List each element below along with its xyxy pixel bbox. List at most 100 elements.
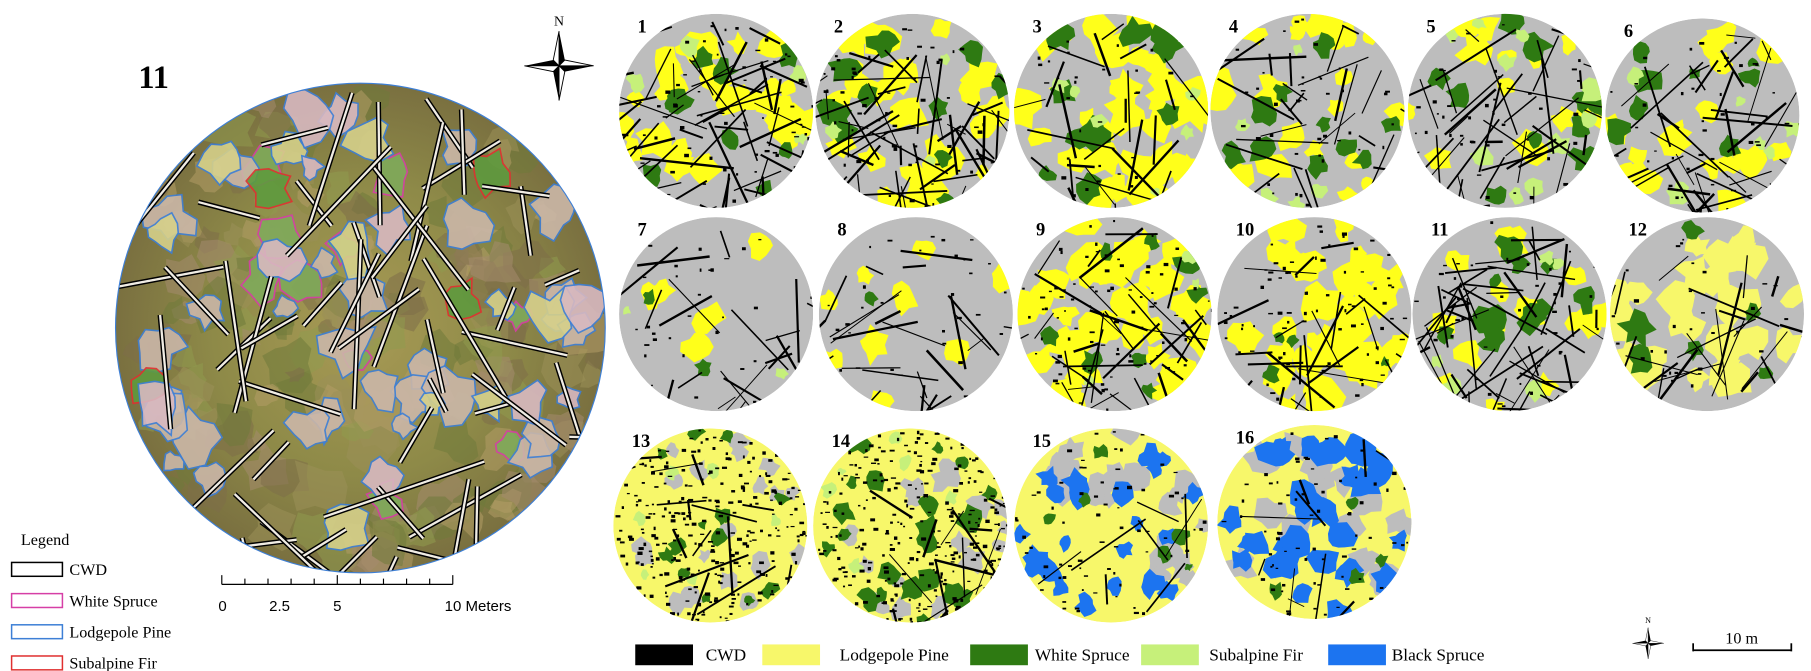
cwd-speck bbox=[1097, 180, 1101, 182]
cwd-speck bbox=[720, 568, 724, 571]
cwd-line bbox=[1396, 354, 1420, 370]
cwd-speck bbox=[893, 610, 897, 612]
cwd-speck bbox=[1518, 159, 1523, 160]
cwd-speck bbox=[1096, 513, 1100, 516]
cwd-speck bbox=[917, 621, 921, 624]
cwd-speck bbox=[691, 574, 695, 577]
cwd-speck bbox=[1360, 501, 1364, 504]
cwd-speck bbox=[833, 527, 838, 528]
cwd-speck bbox=[671, 515, 675, 518]
cwd-speck bbox=[964, 552, 967, 553]
cwd-speck bbox=[1672, 157, 1674, 160]
cwd-speck bbox=[1528, 92, 1532, 94]
cwd-speck bbox=[959, 482, 963, 485]
cwd-speck bbox=[1175, 492, 1179, 495]
cwd-speck bbox=[1484, 346, 1488, 347]
cwd-speck bbox=[1150, 360, 1154, 361]
cwd-speck bbox=[1286, 363, 1290, 365]
cwd-speck bbox=[691, 451, 696, 453]
plot-label: 8 bbox=[837, 220, 846, 240]
cwd-speck bbox=[1144, 363, 1147, 365]
cwd-speck bbox=[917, 158, 921, 160]
cwd-speck bbox=[797, 535, 800, 537]
cwd-speck bbox=[616, 515, 621, 517]
cwd-speck bbox=[683, 517, 686, 520]
cwd-speck bbox=[848, 584, 852, 586]
cwd-speck bbox=[1135, 70, 1138, 72]
cwd-speck bbox=[1107, 568, 1111, 570]
cwd-speck bbox=[1597, 328, 1599, 330]
cwd-speck bbox=[898, 542, 901, 544]
cwd-speck bbox=[893, 125, 898, 127]
cwd-speck bbox=[1317, 225, 1322, 227]
cwd-speck bbox=[1055, 361, 1060, 364]
cwd-speck bbox=[1703, 271, 1707, 274]
cwd-speck bbox=[687, 568, 690, 571]
cwd-line bbox=[1411, 206, 1490, 217]
cwd-speck bbox=[775, 454, 778, 457]
cwd-speck bbox=[1553, 332, 1558, 334]
cwd-speck bbox=[943, 614, 947, 617]
cwd-speck bbox=[642, 532, 645, 534]
cwd-speck bbox=[773, 585, 778, 586]
cwd-speck bbox=[1101, 383, 1104, 386]
cwd-speck bbox=[904, 500, 907, 503]
cwd-speck bbox=[1476, 379, 1479, 380]
cwd-speck bbox=[1674, 372, 1678, 374]
cwd-speck bbox=[953, 50, 955, 53]
cwd-speck bbox=[957, 170, 960, 172]
cwd-speck bbox=[752, 539, 757, 540]
cwd-speck bbox=[1785, 123, 1790, 125]
cwd-speck bbox=[740, 368, 744, 370]
cwd-line bbox=[970, 529, 993, 531]
cwd-speck bbox=[964, 395, 968, 397]
cwd-speck bbox=[1139, 327, 1144, 329]
cwd-speck bbox=[1530, 196, 1534, 199]
cwd-speck bbox=[937, 542, 939, 543]
cwd-speck bbox=[1784, 318, 1788, 320]
cwd-speck bbox=[844, 164, 846, 167]
cwd-speck bbox=[752, 457, 755, 460]
cwd-speck bbox=[1773, 285, 1777, 286]
cwd-speck bbox=[920, 520, 923, 522]
cwd-speck bbox=[1736, 331, 1738, 333]
cwd-speck bbox=[702, 497, 707, 499]
cwd-speck bbox=[855, 547, 859, 548]
cwd-speck bbox=[1553, 293, 1556, 296]
arrow-part bbox=[524, 66, 559, 72]
cwd-speck bbox=[651, 534, 655, 537]
cwd-speck bbox=[1563, 183, 1568, 186]
cwd-speck bbox=[654, 527, 656, 530]
cwd-speck bbox=[870, 518, 875, 521]
cwd-speck bbox=[790, 576, 792, 578]
arrow-part bbox=[1648, 643, 1651, 659]
cwd-speck bbox=[688, 499, 693, 501]
cwd-speck bbox=[1098, 165, 1101, 167]
cwd-speck bbox=[683, 74, 687, 75]
cwd-speck bbox=[1287, 612, 1292, 615]
cwd-speck bbox=[776, 535, 780, 536]
cwd-speck bbox=[733, 562, 738, 565]
cwd-speck bbox=[1651, 350, 1654, 353]
cwd-speck bbox=[643, 134, 646, 136]
cwd-speck bbox=[651, 559, 654, 562]
cwd-speck bbox=[1238, 351, 1241, 353]
cwd-speck bbox=[1367, 353, 1369, 356]
cwd-speck bbox=[883, 137, 885, 140]
cwd-speck bbox=[1085, 256, 1088, 258]
cwd-speck bbox=[1317, 138, 1321, 140]
cwd-speck bbox=[795, 561, 797, 564]
cwd-speck bbox=[1313, 582, 1315, 585]
cwd-speck bbox=[718, 581, 720, 584]
cwd-speck bbox=[774, 491, 776, 494]
cwd-speck bbox=[900, 432, 905, 434]
cwd-speck bbox=[933, 569, 935, 570]
cwd-speck bbox=[650, 566, 652, 568]
cwd-speck bbox=[709, 470, 713, 473]
cwd-speck bbox=[1271, 588, 1275, 591]
cwd-speck bbox=[1113, 488, 1117, 489]
cwd-speck bbox=[754, 307, 758, 310]
cwd-speck bbox=[869, 444, 874, 447]
cwd-speck bbox=[1277, 532, 1282, 535]
cwd-speck bbox=[790, 514, 793, 515]
